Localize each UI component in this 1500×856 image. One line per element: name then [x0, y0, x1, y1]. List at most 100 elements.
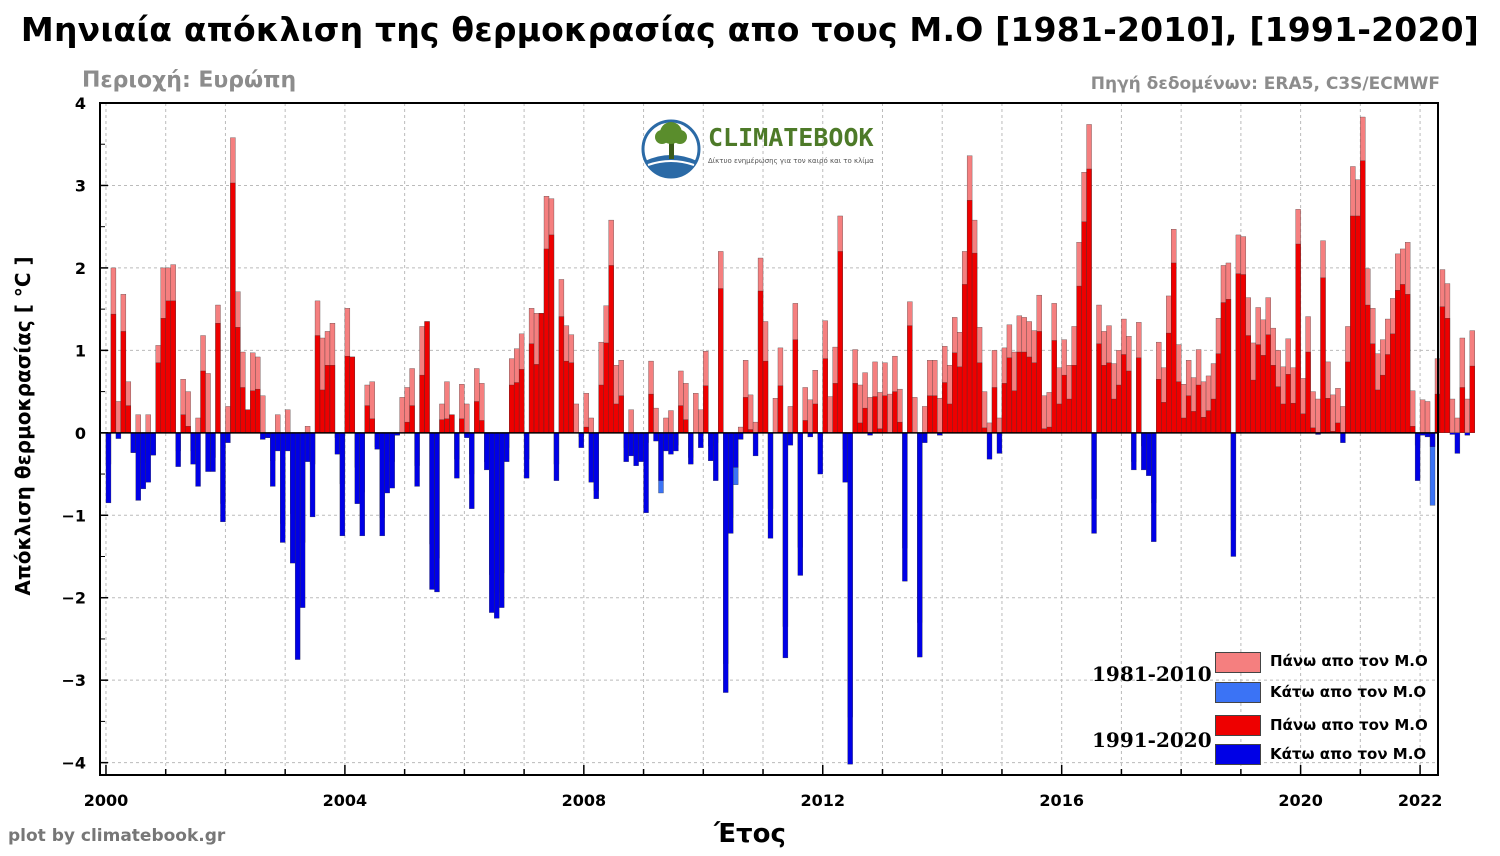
bar-1991-2020	[494, 432, 500, 619]
bar-1981-2010	[285, 409, 291, 433]
y-tick-label: −1	[61, 506, 86, 525]
bar-1991-2020	[115, 432, 122, 439]
legend-label-below-9120: Κάτω απο τον Μ.Ο	[1270, 745, 1427, 763]
bar-1991-2020	[349, 356, 356, 433]
bar-1991-2020	[409, 405, 415, 433]
bar-1981-2010	[1419, 399, 1426, 433]
bar-1991-2020	[762, 360, 769, 433]
bar-1991-2020	[155, 362, 161, 433]
bar-1991-2020	[842, 432, 848, 483]
bar-1991-2020	[1031, 362, 1037, 433]
bar-1991-2020	[1285, 374, 1291, 433]
bar-1981-2010	[1454, 417, 1461, 433]
bar-1991-2020	[1365, 304, 1371, 433]
globe-tree-icon	[641, 119, 701, 179]
y-tick-label: 4	[75, 94, 86, 113]
y-tick-label: −2	[61, 589, 86, 608]
bar-1991-2020	[718, 288, 724, 433]
bar-1991-2020	[304, 432, 311, 462]
bar-1991-2020	[1444, 318, 1451, 433]
bar-1991-2020	[533, 364, 540, 433]
source-label: Πηγή δεδομένων: ERA5, C3S/ECMWF	[1090, 74, 1440, 94]
bar-1991-2020	[225, 432, 231, 443]
bar-1981-2010	[1315, 398, 1321, 433]
bar-1991-2020	[1021, 351, 1027, 433]
legend-swatch-below-9120	[1215, 744, 1261, 765]
bar-1991-2020	[245, 409, 251, 433]
bar-1991-2020	[1345, 361, 1351, 433]
bar-1991-2020	[1280, 403, 1286, 433]
bar-1991-2020	[1116, 384, 1122, 433]
bar-1991-2020	[957, 366, 963, 433]
bar-1991-2020	[1151, 432, 1157, 542]
bar-1981-2010	[752, 421, 759, 433]
bar-1991-2020	[504, 432, 510, 462]
bar-1991-2020	[623, 432, 629, 462]
bar-1991-2020	[742, 397, 749, 433]
bar-1991-2020	[1255, 344, 1261, 433]
bar-1991-2020	[354, 432, 360, 504]
bar-1981-2010	[887, 393, 893, 433]
bar-1991-2020	[1459, 387, 1466, 433]
bar-1991-2020	[489, 432, 495, 613]
bar-1991-2020	[658, 432, 664, 481]
y-tick-label: −4	[61, 754, 86, 773]
bar-1991-2020	[1265, 334, 1271, 433]
bar-1981-2010	[653, 407, 659, 433]
bar-1981-2010	[912, 397, 918, 433]
bar-1991-2020	[548, 234, 555, 433]
bar-1981-2010	[1424, 401, 1431, 433]
bar-1991-2020	[1225, 299, 1232, 433]
bar-1991-2020	[1385, 354, 1391, 433]
bar-1991-2020	[872, 396, 878, 433]
bar-1991-2020	[942, 382, 948, 433]
legend-label-above-8110: Πάνω απο τον Μ.Ο	[1270, 652, 1428, 670]
bar-1991-2020	[757, 290, 764, 433]
bar-1981-2010	[747, 394, 754, 433]
bar-1991-2020	[125, 405, 132, 433]
x-tick-label: 2020	[1278, 791, 1323, 810]
bar-1991-2020	[369, 418, 375, 433]
x-axis-label: Έτος	[713, 819, 786, 849]
bar-1981-2010	[464, 403, 470, 433]
y-axis-label: Απόκλιση θερμοκρασίας [ °C ]	[11, 256, 35, 595]
bar-1991-2020	[1469, 365, 1475, 433]
legend-label-above-9120: Πάνω απο τον Μ.Ο	[1270, 716, 1428, 734]
bar-1991-2020	[150, 432, 156, 456]
bar-1991-2020	[1136, 357, 1142, 433]
bar-1981-2010	[275, 414, 281, 433]
bar-1991-2020	[220, 432, 226, 523]
axes	[99, 102, 1439, 776]
bar-1991-2020	[374, 432, 380, 450]
bar-1991-2020	[439, 419, 445, 433]
bar-1991-2020	[538, 313, 545, 433]
bar-1991-2020	[1106, 362, 1112, 433]
bar-1991-2020	[309, 432, 316, 518]
bar-1991-2020	[135, 432, 141, 501]
bar-1991-2020	[1131, 432, 1137, 471]
bar-1991-2020	[927, 395, 933, 433]
bar-1991-2020	[195, 432, 201, 487]
bar-1981-2010	[195, 417, 201, 433]
bar-1981-2010	[399, 397, 405, 433]
bar-1991-2020	[922, 432, 928, 443]
bar-1991-2020	[976, 362, 983, 433]
bar-1991-2020	[673, 432, 679, 452]
bar-1981-2010	[588, 417, 594, 433]
bar-1991-2020	[499, 432, 505, 608]
bar-1991-2020	[528, 343, 535, 433]
bar-1991-2020	[932, 395, 938, 433]
bar-1991-2020	[1260, 355, 1266, 433]
bar-1991-2020	[1230, 432, 1237, 557]
bar-1981-2010	[260, 395, 266, 433]
bar-1991-2020	[1036, 331, 1042, 433]
bar-1991-2020	[1026, 356, 1032, 433]
bar-1991-2020	[170, 300, 176, 433]
bar-1991-2020	[359, 432, 365, 537]
bar-1991-2020	[837, 251, 843, 433]
bar-1991-2020	[1404, 294, 1411, 433]
bar-1981-2010	[737, 426, 744, 433]
bar-1991-2020	[792, 339, 799, 433]
bar-1991-2020	[324, 365, 331, 433]
bar-1991-2020	[568, 362, 575, 433]
